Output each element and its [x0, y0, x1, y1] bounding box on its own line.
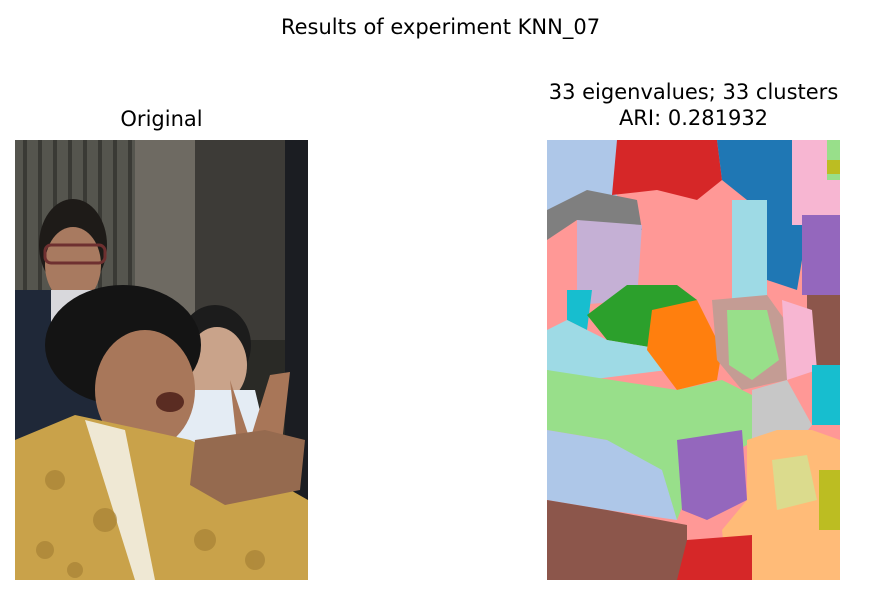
original-panel-title: Original — [120, 107, 203, 131]
segmentation-image — [547, 140, 840, 580]
figure-suptitle: Results of experiment KNN_07 — [280, 15, 601, 39]
segmentation-title-line2: ARI: 0.281932 — [618, 106, 769, 130]
original-photo-illustration — [15, 140, 308, 580]
segmentation-panel-title: 33 eigenvalues; 33 clusters ARI: 0.28193… — [497, 79, 881, 131]
segmentation-title-line1: 33 eigenvalues; 33 clusters — [548, 80, 839, 104]
segmentation-map-illustration — [547, 140, 840, 580]
original-image — [15, 140, 308, 580]
